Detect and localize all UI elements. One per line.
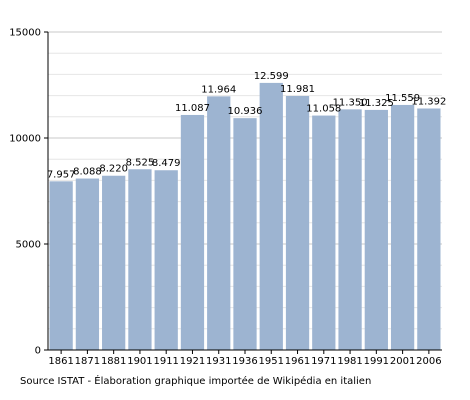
x-axis: 1861 1871 1881 1901 1911 1921 1931 1936 1951 1961… [48, 349, 442, 367]
data-label: 7.957 [47, 169, 76, 180]
x-tick-label: 1991 [364, 356, 389, 367]
data-label: 10.936 [228, 106, 263, 117]
data-label: 8.220 [99, 164, 128, 175]
x-tick-label: 1981 [337, 356, 362, 367]
x-tick-label: 2001 [390, 356, 415, 367]
x-tick-label: 1931 [206, 356, 231, 367]
data-label: 11.392 [411, 96, 446, 107]
data-label: 8.479 [152, 158, 181, 169]
data-label: 11.964 [201, 84, 236, 95]
data-label: 8.088 [73, 167, 102, 178]
bar [49, 181, 73, 350]
bar [128, 169, 152, 350]
y-tick-label: 0 [35, 346, 41, 357]
x-tick-label: 2006 [416, 356, 441, 367]
y-tick-label: 10000 [9, 134, 41, 145]
data-label: 12.599 [254, 71, 289, 82]
bar [180, 114, 205, 350]
x-tick-label: 1881 [101, 356, 126, 367]
source-note: Source ISTAT - Élaboration graphique imp… [20, 376, 372, 387]
x-tick-label: 1951 [259, 356, 284, 367]
bar [285, 96, 310, 350]
data-label: 11.350 [333, 97, 368, 108]
data-label: 11.325 [359, 98, 394, 109]
data-label: 11.559 [385, 93, 420, 104]
bar [338, 109, 362, 350]
x-tick-label: 1936 [232, 356, 257, 367]
bar [312, 115, 336, 350]
bar [233, 118, 257, 350]
x-tick-label: 1911 [153, 356, 178, 367]
x-tick-label: 1961 [285, 356, 310, 367]
bar [364, 109, 388, 350]
bar [207, 96, 231, 351]
bar [154, 170, 178, 350]
y-tick-label: 15000 [9, 28, 41, 39]
x-tick-label: 1921 [180, 356, 205, 367]
x-tick-label: 1971 [311, 356, 336, 367]
bar [417, 108, 441, 351]
x-tick-label: 1901 [127, 356, 152, 367]
x-tick-label: 1871 [75, 356, 100, 367]
y-tick-label: 5000 [16, 240, 41, 251]
data-label: 11.981 [280, 84, 315, 95]
data-label: 11.087 [175, 103, 210, 114]
bar [102, 175, 126, 350]
data-label: 11.058 [306, 104, 341, 115]
bar [390, 104, 415, 350]
bars [49, 82, 441, 351]
bar [75, 178, 100, 350]
y-axis: 0 5000 10000 15000 [9, 28, 49, 357]
x-tick-label: 1861 [48, 356, 73, 367]
data-label: 8.525 [126, 157, 155, 168]
bar [259, 82, 283, 351]
